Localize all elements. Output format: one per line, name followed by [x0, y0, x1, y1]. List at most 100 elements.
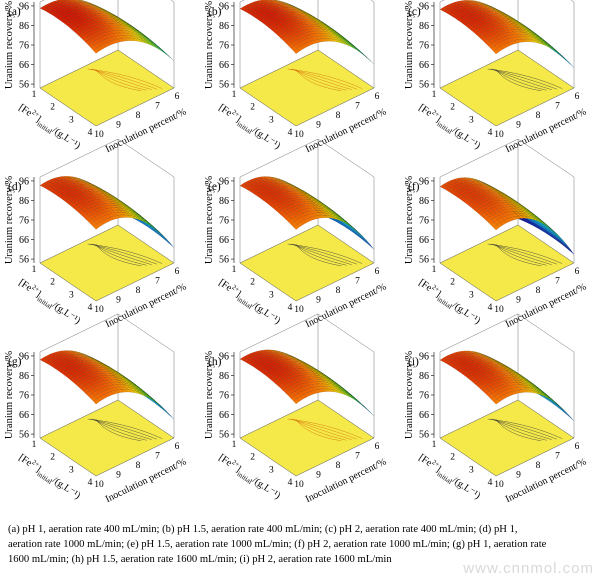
inoc-tick-label: 8 — [136, 111, 141, 121]
surface-panel-h: 56 66 76 86 96 Uranium recovery/% 4 3 2 1 [Fe2+]in… — [200, 313, 400, 523]
z-axis-label: Uranium recovery/% — [404, 1, 415, 90]
z-tick-label: 56 — [419, 80, 429, 91]
contour-line — [295, 68, 342, 92]
response-surface — [39, 0, 175, 61]
contour-line — [493, 68, 547, 91]
inoc-tick-label: 8 — [536, 286, 541, 296]
surface-facet — [350, 228, 357, 235]
z-tick-label: 86 — [19, 196, 29, 207]
inoc-tick-label: 8 — [536, 461, 541, 471]
surface-facet — [167, 412, 175, 420]
surface-facet — [62, 0, 68, 1]
surface-facet — [567, 61, 575, 68]
z-tick-label: 66 — [219, 60, 229, 71]
response-surface — [39, 176, 175, 248]
surface-facet — [497, 189, 504, 194]
z-tick-label: 56 — [419, 430, 429, 441]
fe-tick-label: 2 — [250, 103, 255, 113]
fe-tick-label: 4 — [88, 128, 93, 138]
fe-tick-label: 1 — [232, 440, 237, 450]
response-surface — [439, 0, 575, 68]
inoc-tick-label: 7 — [555, 102, 560, 112]
contour-line — [495, 243, 542, 267]
surface-facet — [352, 229, 359, 237]
z-tick-label: 66 — [219, 235, 229, 246]
surface-facet — [160, 406, 167, 413]
surface-facet — [77, 0, 82, 1]
surface-facet — [475, 178, 482, 182]
contour-line — [495, 418, 542, 442]
inoc-tick-label: 9 — [316, 471, 321, 481]
inoc-tick-label: 8 — [136, 461, 141, 471]
fe-tick-label: 4 — [288, 478, 293, 488]
contour-line — [293, 418, 347, 441]
z-tick-label: 86 — [219, 21, 229, 32]
inoc-tick-label: 8 — [136, 286, 141, 296]
inoc-tick-label: 9 — [516, 471, 521, 481]
panel-label: (d) — [8, 181, 22, 193]
panel-label: (g) — [8, 356, 22, 368]
z-axis-label: Uranium recovery/% — [204, 176, 215, 265]
fe-tick-label: 3 — [269, 115, 274, 125]
fe-tick-label: 3 — [469, 290, 474, 300]
contour-line — [295, 418, 342, 442]
inoc-tick-label: 10 — [294, 480, 304, 490]
surface-facet — [560, 240, 567, 249]
fe-tick-label: 2 — [50, 453, 55, 463]
z-tick-label: 56 — [219, 80, 229, 91]
z-tick-label: 76 — [419, 391, 429, 402]
inoc-tick-label: 6 — [175, 92, 180, 102]
surface-facet — [152, 228, 159, 235]
fe-tick-label: 4 — [288, 128, 293, 138]
contour-line — [93, 68, 147, 91]
z-tick-label: 96 — [219, 176, 229, 187]
surface-facet — [362, 238, 369, 245]
surface-facet — [296, 7, 303, 11]
surface-facet — [501, 363, 508, 367]
fe-tick-label: 1 — [32, 265, 37, 275]
surface-facet — [514, 199, 521, 205]
surface-facet — [539, 226, 547, 234]
surface-facet — [567, 247, 575, 255]
z-axis-label: Uranium recovery/% — [404, 351, 415, 440]
contour-line — [493, 243, 547, 266]
inoc-tick-label: 6 — [375, 267, 380, 277]
z-axis-label: Uranium recovery/% — [4, 176, 15, 265]
caption-line-1: (a) pH 1, aeration rate 400 mL/min; (b) … — [8, 524, 518, 535]
fe-tick-label: 3 — [69, 115, 74, 125]
inoc-tick-label: 6 — [175, 267, 180, 277]
surface-facet — [552, 234, 559, 243]
surface-facet — [534, 223, 542, 231]
z-tick-label: 86 — [419, 21, 429, 32]
surface-facet — [552, 401, 559, 409]
caption-line-2: aeration rate 1000 mL/min; (e) pH 1.5, a… — [8, 539, 547, 550]
inoc-tick-label: 8 — [536, 111, 541, 121]
surface-facet — [567, 414, 575, 422]
fe-tick-label: 3 — [469, 465, 474, 475]
inoc-tick-label: 9 — [316, 121, 321, 131]
fe-tick-label: 4 — [288, 303, 293, 313]
surface-facet — [302, 10, 309, 14]
surface-facet — [547, 231, 554, 239]
surface-panel-i: 56 66 76 86 96 Uranium recovery/% 4 3 2 1 [Fe2+]in… — [400, 313, 600, 523]
contour-line — [95, 243, 142, 267]
z-tick-label: 66 — [419, 60, 429, 71]
fe-tick-label: 4 — [488, 478, 493, 488]
fe-tick-label: 3 — [269, 465, 274, 475]
surface-facet — [152, 400, 159, 407]
inoc-tick-label: 7 — [355, 277, 360, 287]
surface-facet — [562, 242, 570, 251]
fe-tick-label: 3 — [469, 115, 474, 125]
fe-tick-label: 2 — [250, 453, 255, 463]
fe-tick-label: 2 — [450, 453, 455, 463]
fe-tick-label: 3 — [69, 465, 74, 475]
surface-facet — [157, 232, 164, 239]
panel-label: (a) — [8, 6, 21, 18]
inoc-tick-label: 10 — [494, 305, 504, 315]
surface-facet — [147, 224, 154, 232]
inoc-tick-label: 7 — [355, 102, 360, 112]
response-surface — [39, 350, 175, 420]
